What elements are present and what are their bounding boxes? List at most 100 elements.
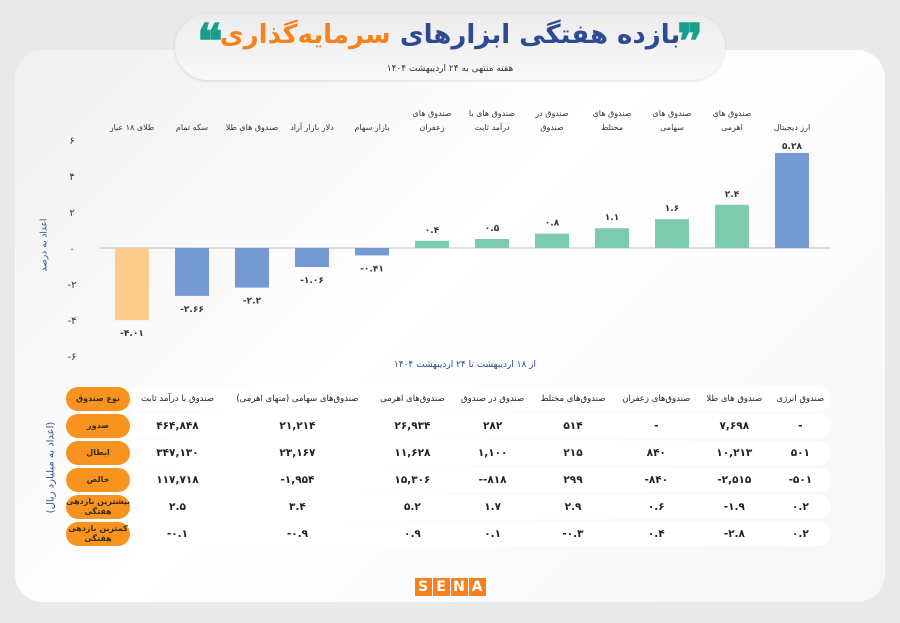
table-cell: ۰.۲ [769,495,831,519]
table-cell: ۴۶۴,۸۴۸ [132,414,223,438]
category-label: سکه تمام [176,123,208,132]
table-cell: -۰.۱ [132,522,223,546]
category-label: صندوق های [653,109,692,118]
table-cell: - [613,414,699,438]
bar [175,248,209,296]
table-cell: ۱۱,۶۲۸ [371,441,453,465]
table-cell: ۵۱۴ [532,414,614,438]
column-header: صندوق‌های زعفران [613,387,699,411]
value-label: -۱.۰۶ [300,276,324,286]
value-label: ۰.۸ [545,219,560,229]
table-row: کمترین بازدهی هفتگی -۰.۱ -۰.۹ ۰.۹ ۰.۱ -۰.۳ ۰.۴… [66,522,831,546]
value-label: ۰.۴ [425,226,440,236]
category-label: صندوق در [534,109,569,118]
category-label: دلار بازار آزاد [290,122,334,132]
row-label: بیشترین بازدهی هفتگی [66,495,130,519]
row-label: ابطال [66,441,130,465]
column-header: صندوق‌های سهامی (منهای اهرمی) [222,387,372,411]
table-cell: - [769,414,831,438]
y-tick-label: ۴ [69,172,74,183]
bar [595,228,629,248]
table-cell: -۰.۳ [532,522,614,546]
bar [415,240,449,248]
title-banner: ❞ بازده هفتگی ابزارهای سرمایه‌گذاری ❝ هف… [175,14,725,80]
table-cell: ۳.۴ [222,495,372,519]
table-cell: ۲۹۹ [532,468,614,492]
column-header: صندوق با درآمد ثابت [132,387,223,411]
table-cell: ۰.۴ [613,522,699,546]
table-cell: ۷,۶۹۸ [698,414,770,438]
column-header: صندوق های طلا [698,387,770,411]
category-label: صندوق های [713,109,752,118]
bar [295,248,329,268]
table-cell: ۲.۹ [532,495,614,519]
table-header-row: نوع صندوق صندوق با درآمد ثابت صندوق‌های … [66,387,831,411]
bar [715,204,749,248]
table-cell: ۰.۶ [613,495,699,519]
value-label: ۱.۶ [665,204,679,214]
bar [115,248,149,321]
table-cell: --۸۱۸ [452,468,533,492]
category-label: صندوق های [593,109,632,118]
category-label: اهرمی [721,123,743,132]
table-cell: ۱۵,۳۰۶ [371,468,453,492]
quote-open-icon: ❝ [197,14,223,70]
row-label: صدور [66,414,130,438]
value-label: ۲.۴ [725,190,740,200]
table-cell: -۲,۵۱۵ [698,468,770,492]
table-cell: ۲۱,۲۱۴ [222,414,372,438]
table-cell: ۰.۲ [769,522,831,546]
table-cell: -۸۴۰ [613,468,699,492]
y-tick-label: ۲ [69,208,74,219]
y-tick-label: ۶ [69,136,74,147]
value-label: -۰.۴۱ [360,264,384,274]
column-header: صندوق در صندوق [452,387,533,411]
corner-label: نوع صندوق [66,387,130,411]
table-cell: ۱۱۷,۷۱۸ [132,468,223,492]
table-cell: ۲۳,۱۶۷ [222,441,372,465]
bar [355,248,389,256]
column-header: صندوق‌های مختلط [532,387,614,411]
table-cell: ۱۰,۲۱۳ [698,441,770,465]
bar [475,239,509,248]
table-cell: ۰.۱ [452,522,533,546]
table-cell: ۲۸۲ [452,414,533,438]
value-label: ۵.۲۸ [782,142,802,152]
column-header: صندوق انرژی [769,387,831,411]
table-row: بیشترین بازدهی هفتگی ۲.۵ ۳.۴ ۵.۲ ۱.۷ ۲.۹ ۰.۶ -۱… [66,495,831,519]
bar [655,219,689,248]
table-cell: ۲۶,۹۳۴ [371,414,453,438]
category-label: مختلط [601,123,623,132]
table-cell: ۵.۲ [371,495,453,519]
table-cell: ۱,۱۰۰ [452,441,533,465]
table-row: صدور ۴۶۴,۸۴۸ ۲۱,۲۱۴ ۲۶,۹۳۴ ۲۸۲ ۵۱۴-۷,۶۹۸- [66,414,831,438]
fund-flows-table: نوع صندوق صندوق با درآمد ثابت صندوق‌های … [66,384,831,549]
category-label: صندوق های [413,109,452,118]
y-tick-label: -۲ [68,280,77,291]
column-header: صندوق‌های اهرمی [371,387,453,411]
bar [535,233,569,248]
category-label: ارز دیجیتال [774,123,811,132]
table-row: خالص ۱۱۷,۷۱۸ -۱,۹۵۴ ۱۵,۳۰۶ --۸۱۸ ۲۹۹ -۸۴۰ -۲,۵۱… [66,468,831,492]
y-tick-label: -۶ [68,352,77,363]
y-tick-label: -۴ [68,316,77,327]
category-label: درآمد ثابت [474,122,510,132]
table-cell: ۲۱۵ [532,441,614,465]
table-unit-label: (اعداد به میلیارد ریال) [45,421,57,514]
value-label: ۰.۵ [485,224,500,234]
value-label: -۴.۰۱ [120,329,144,339]
table-cell: ۰.۹ [371,522,453,546]
table-cell: ۵۰۱ [769,441,831,465]
bar [235,248,269,288]
row-label: کمترین بازدهی هفتگی [66,522,130,546]
title-part-1: بازده هفتگی ابزارهای [399,20,681,50]
table-cell: -۵۰۱ [769,468,831,492]
category-label: صندوق های طلا [226,123,279,132]
chart-period: از ۱۸ اردیبهشت تا ۲۴ اردیبهشت ۱۴۰۴ [393,360,537,370]
table-cell: ۸۴۰ [613,441,699,465]
category-label: طلای ۱۸ عیار [109,123,155,132]
table-cell: ۱.۷ [452,495,533,519]
value-label: -۲.۲ [243,297,262,307]
category-label: سهامی [660,123,684,132]
